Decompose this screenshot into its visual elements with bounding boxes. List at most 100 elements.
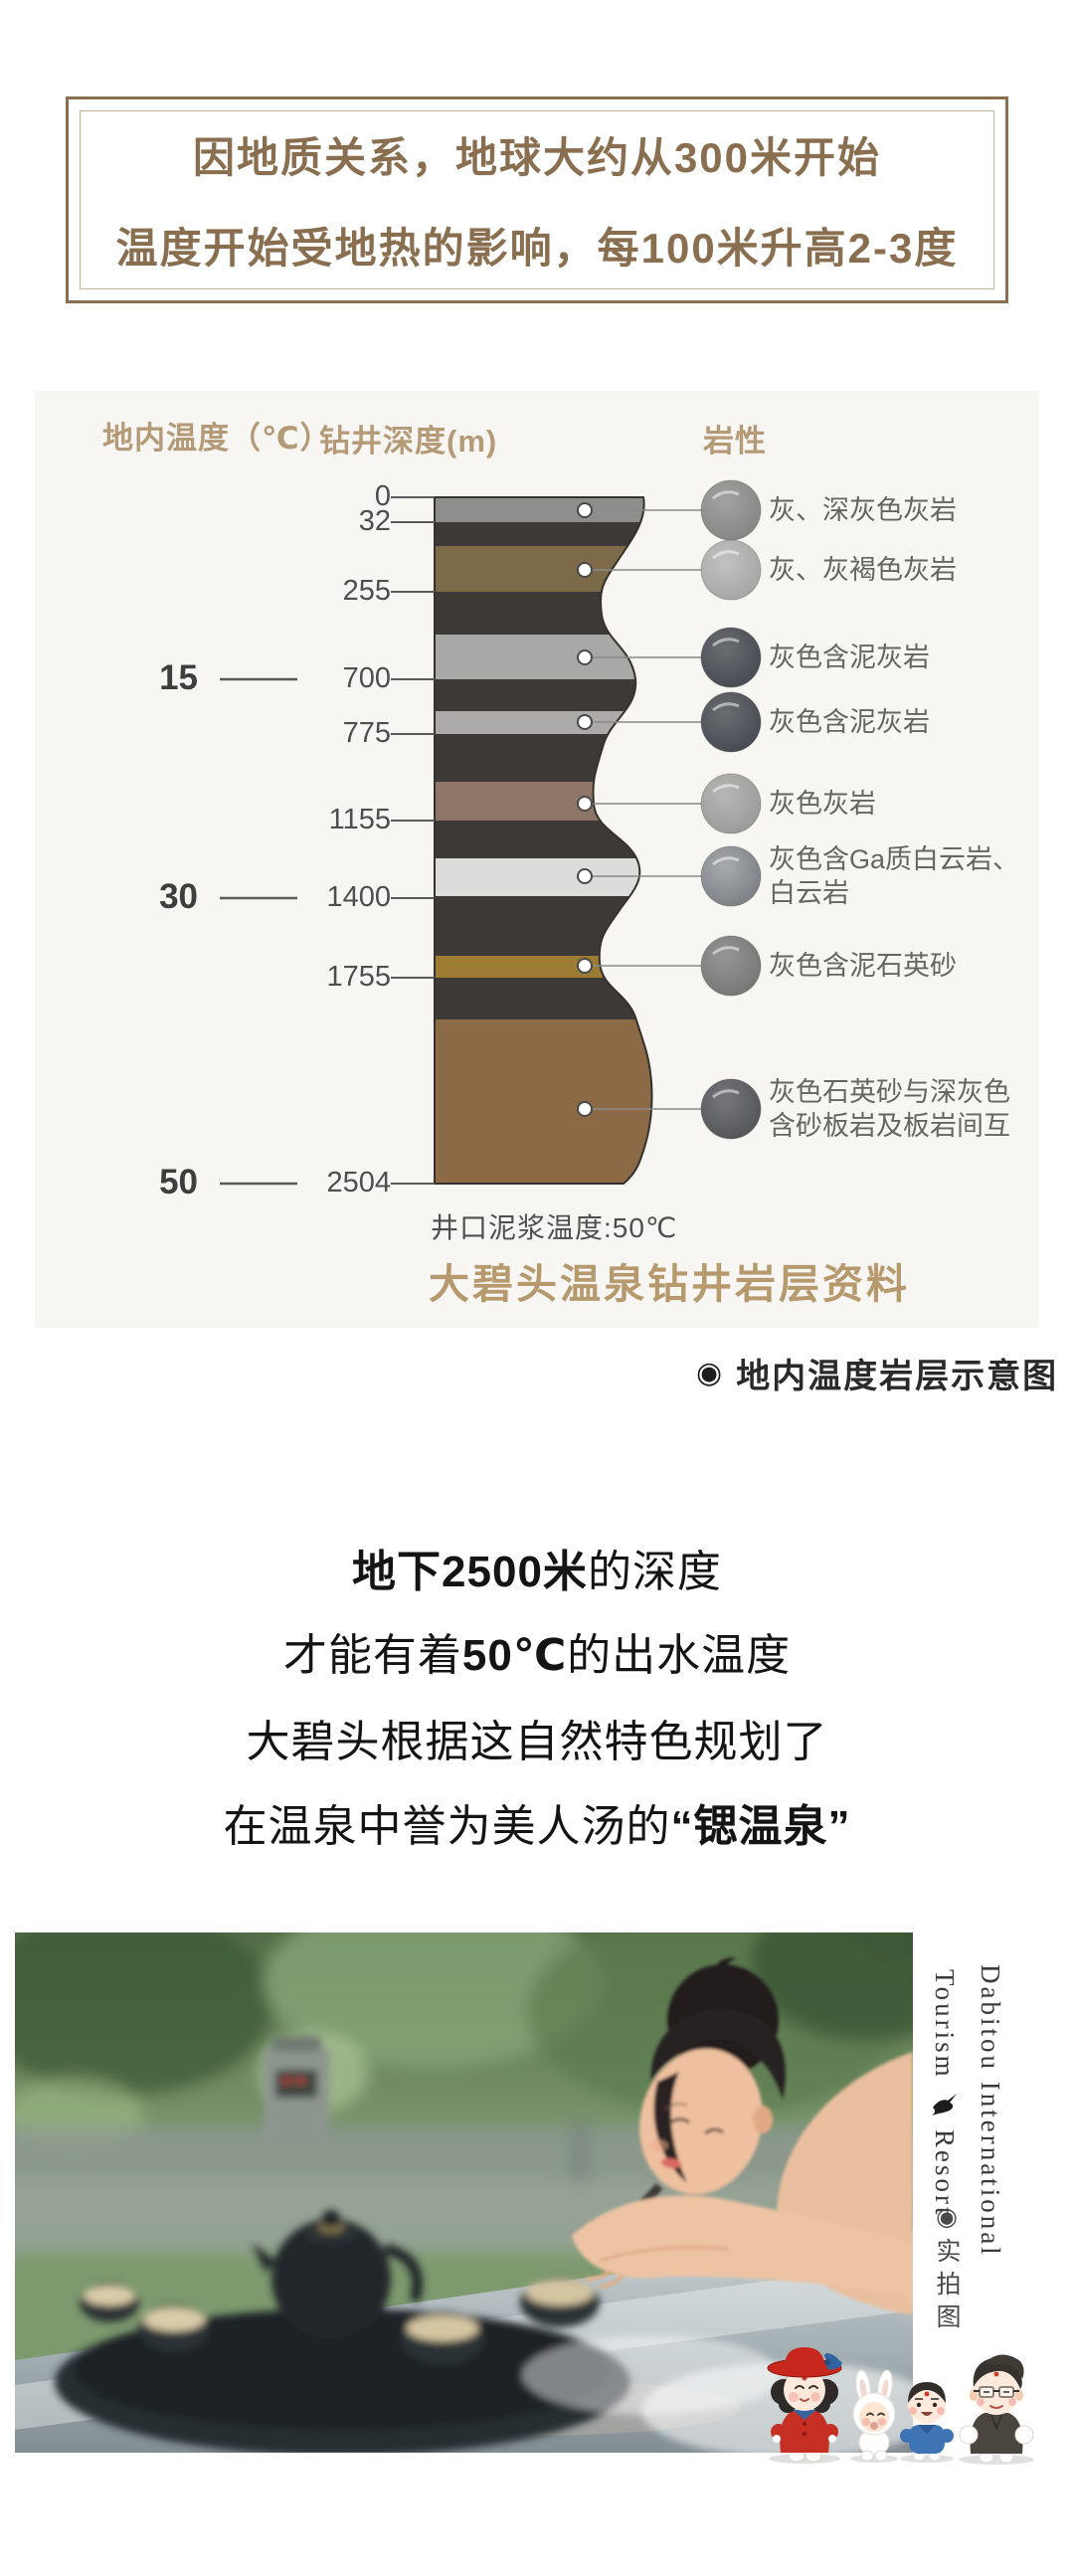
rock-type-label: 灰色含泥灰岩 (769, 641, 930, 674)
sample-point-dot (577, 1101, 593, 1117)
depth-tick-label: 1400 (326, 881, 391, 913)
sample-point-dot (577, 796, 593, 812)
rock-type-label: 灰色含泥灰岩 (769, 705, 930, 739)
tea-set (55, 2210, 913, 2453)
depth-tick-label: 1755 (326, 961, 391, 993)
bullseye-icon: ◉ (696, 1356, 723, 1389)
rock-swatch-highlight (712, 856, 740, 866)
rock-label-line: 灰色含泥灰岩 (769, 707, 930, 737)
wellhead-temperature-note: 井口泥浆温度:50℃ (431, 1212, 678, 1243)
column-header-depth: 钻井深度(m) (319, 424, 498, 459)
rock-label-line: 灰色石英砂与深灰色 (769, 1077, 1010, 1107)
rock-label-line: 灰、深灰色灰岩 (769, 495, 957, 525)
bird-icon (931, 2093, 957, 2116)
column-header-temperature: 地内温度（℃） (102, 421, 332, 456)
diagram-title: 大碧头温泉钻井岩层资料 (429, 1261, 910, 1307)
rock-sample-swatch (700, 691, 762, 753)
sample-point-dot (577, 868, 593, 884)
stratum-layer (435, 711, 652, 734)
rock-swatch-highlight (712, 1089, 740, 1099)
paragraph-line: 才能有着50℃的出水温度 (0, 1619, 1074, 1683)
stratum-layer (435, 679, 652, 711)
rock-swatch-highlight (712, 784, 740, 794)
rock-label-line: 灰、灰褐色灰岩 (769, 555, 957, 585)
rock-type-label: 灰、灰褐色灰岩 (769, 553, 957, 587)
depth-tick-label: 2504 (326, 1167, 391, 1198)
rock-swatch-highlight (712, 490, 740, 500)
sample-point-dot (577, 562, 593, 578)
rock-sample-swatch (700, 935, 762, 997)
rock-sample-swatch (700, 479, 762, 541)
temperature-tick-label: 30 (159, 877, 198, 916)
stratum-layer (435, 592, 652, 635)
depth-tick-label: 32 (358, 505, 391, 537)
stratum-layer (435, 956, 652, 978)
figure-caption-text: 地内温度岩层示意图 (736, 1358, 1059, 1395)
rock-sample-swatch (700, 845, 762, 907)
paragraph-text: 大碧头根据这自然特色规划了 (246, 1718, 828, 1766)
column-outline (434, 496, 653, 1185)
rock-label-line: 灰色含泥灰岩 (769, 643, 930, 672)
mascot-boy (900, 2382, 954, 2462)
temperature-tick-label: 50 (159, 1163, 198, 1201)
mascot-baby-rabbit (852, 2369, 896, 2462)
real-photo-badge-text: 实拍图 (933, 2238, 961, 2336)
real-photo-badge: ◉ 实拍图 (929, 2202, 965, 2336)
rock-sample-swatch (700, 539, 762, 601)
figure-caption: ◉ 地内温度岩层示意图 (696, 1349, 1058, 1397)
headline-box: 因地质关系，地球大约从300米开始 温度开始受地热的影响，每100米升高2-3度 (66, 96, 1008, 303)
rock-swatch-highlight (712, 702, 740, 712)
paragraph-text: 在温泉中誉为美人汤的 (223, 1802, 671, 1851)
hot-spring-photo (15, 1932, 913, 2453)
stratum-layer (435, 858, 652, 896)
rock-swatch-highlight (712, 638, 740, 647)
stratum-layer (435, 978, 652, 1019)
sample-point-dot (577, 714, 593, 730)
rock-sample-swatch (700, 773, 762, 834)
rock-label-line: 灰色含Ga质白云岩、 (769, 844, 1020, 874)
headline-line-1: 因地质关系，地球大约从300米开始 (192, 134, 882, 181)
paragraph-text: 的深度 (587, 1548, 722, 1596)
stratum-layer (435, 1019, 652, 1184)
paragraph-line: 在温泉中誉为美人汤的“锶温泉” (0, 1790, 1074, 1854)
temperature-tick-label: 15 (159, 658, 198, 697)
stratum-layer (435, 782, 652, 821)
stratum-layer (435, 522, 652, 546)
sample-point-dot (577, 649, 593, 665)
stratum-layer (435, 896, 652, 956)
stratum-layer (435, 546, 652, 592)
sample-point-dot (577, 958, 593, 974)
rock-type-label: 灰色含泥石英砂 (769, 949, 957, 983)
mascot-dad (959, 2354, 1034, 2464)
paragraph-bold-text: “锶温泉” (670, 1802, 851, 1851)
rock-sample-swatch (700, 1078, 762, 1140)
photo-credit-resort: Resort (930, 2128, 960, 2218)
depth-tick-label: 775 (342, 717, 391, 749)
bullseye-icon: ◉ (936, 2203, 958, 2231)
rock-sample-swatch (700, 627, 762, 688)
rock-swatch-highlight (712, 550, 740, 560)
rock-type-label: 灰、深灰色灰岩 (769, 493, 957, 527)
stratum-layer (435, 821, 652, 858)
sample-point-dot (577, 502, 593, 518)
depth-tick-label: 255 (342, 575, 391, 607)
rock-label-line: 灰色含泥石英砂 (769, 951, 957, 981)
rock-type-label: 灰色灰岩 (769, 787, 876, 821)
stratum-layer (435, 734, 652, 782)
paragraph-line: 大碧头根据这自然特色规划了 (0, 1706, 1074, 1769)
photo-background-foliage (15, 1932, 913, 2253)
bathing-woman (572, 1957, 913, 2315)
photo-credit-line-2: Tourism Resort (929, 1969, 960, 2217)
rock-type-label: 灰色含Ga质白云岩、 白云岩 (769, 842, 1019, 910)
headline-line-2: 温度开始受地热的影响，每100米升高2-3度 (115, 225, 959, 272)
geology-diagram-panel: 地内温度（℃） 钻井深度(m) 岩性 0 32 255 700 775 1155 1400 1… (35, 391, 1039, 1328)
paragraph-bold-text: 50℃ (461, 1631, 568, 1680)
depth-tick-label: 1155 (328, 804, 391, 835)
paragraph-text: 的出水温度 (567, 1631, 792, 1680)
rock-type-label: 灰色石英砂与深灰色 含砂板岩及板岩间互 (769, 1075, 1010, 1143)
paragraph-line: 地下2500米的深度 (0, 1536, 1074, 1599)
photo-credit-line-1: Dabitou International (976, 1964, 1005, 2258)
paragraph-text: 才能有着 (282, 1631, 462, 1680)
depth-tick-label: 0 (374, 480, 391, 512)
